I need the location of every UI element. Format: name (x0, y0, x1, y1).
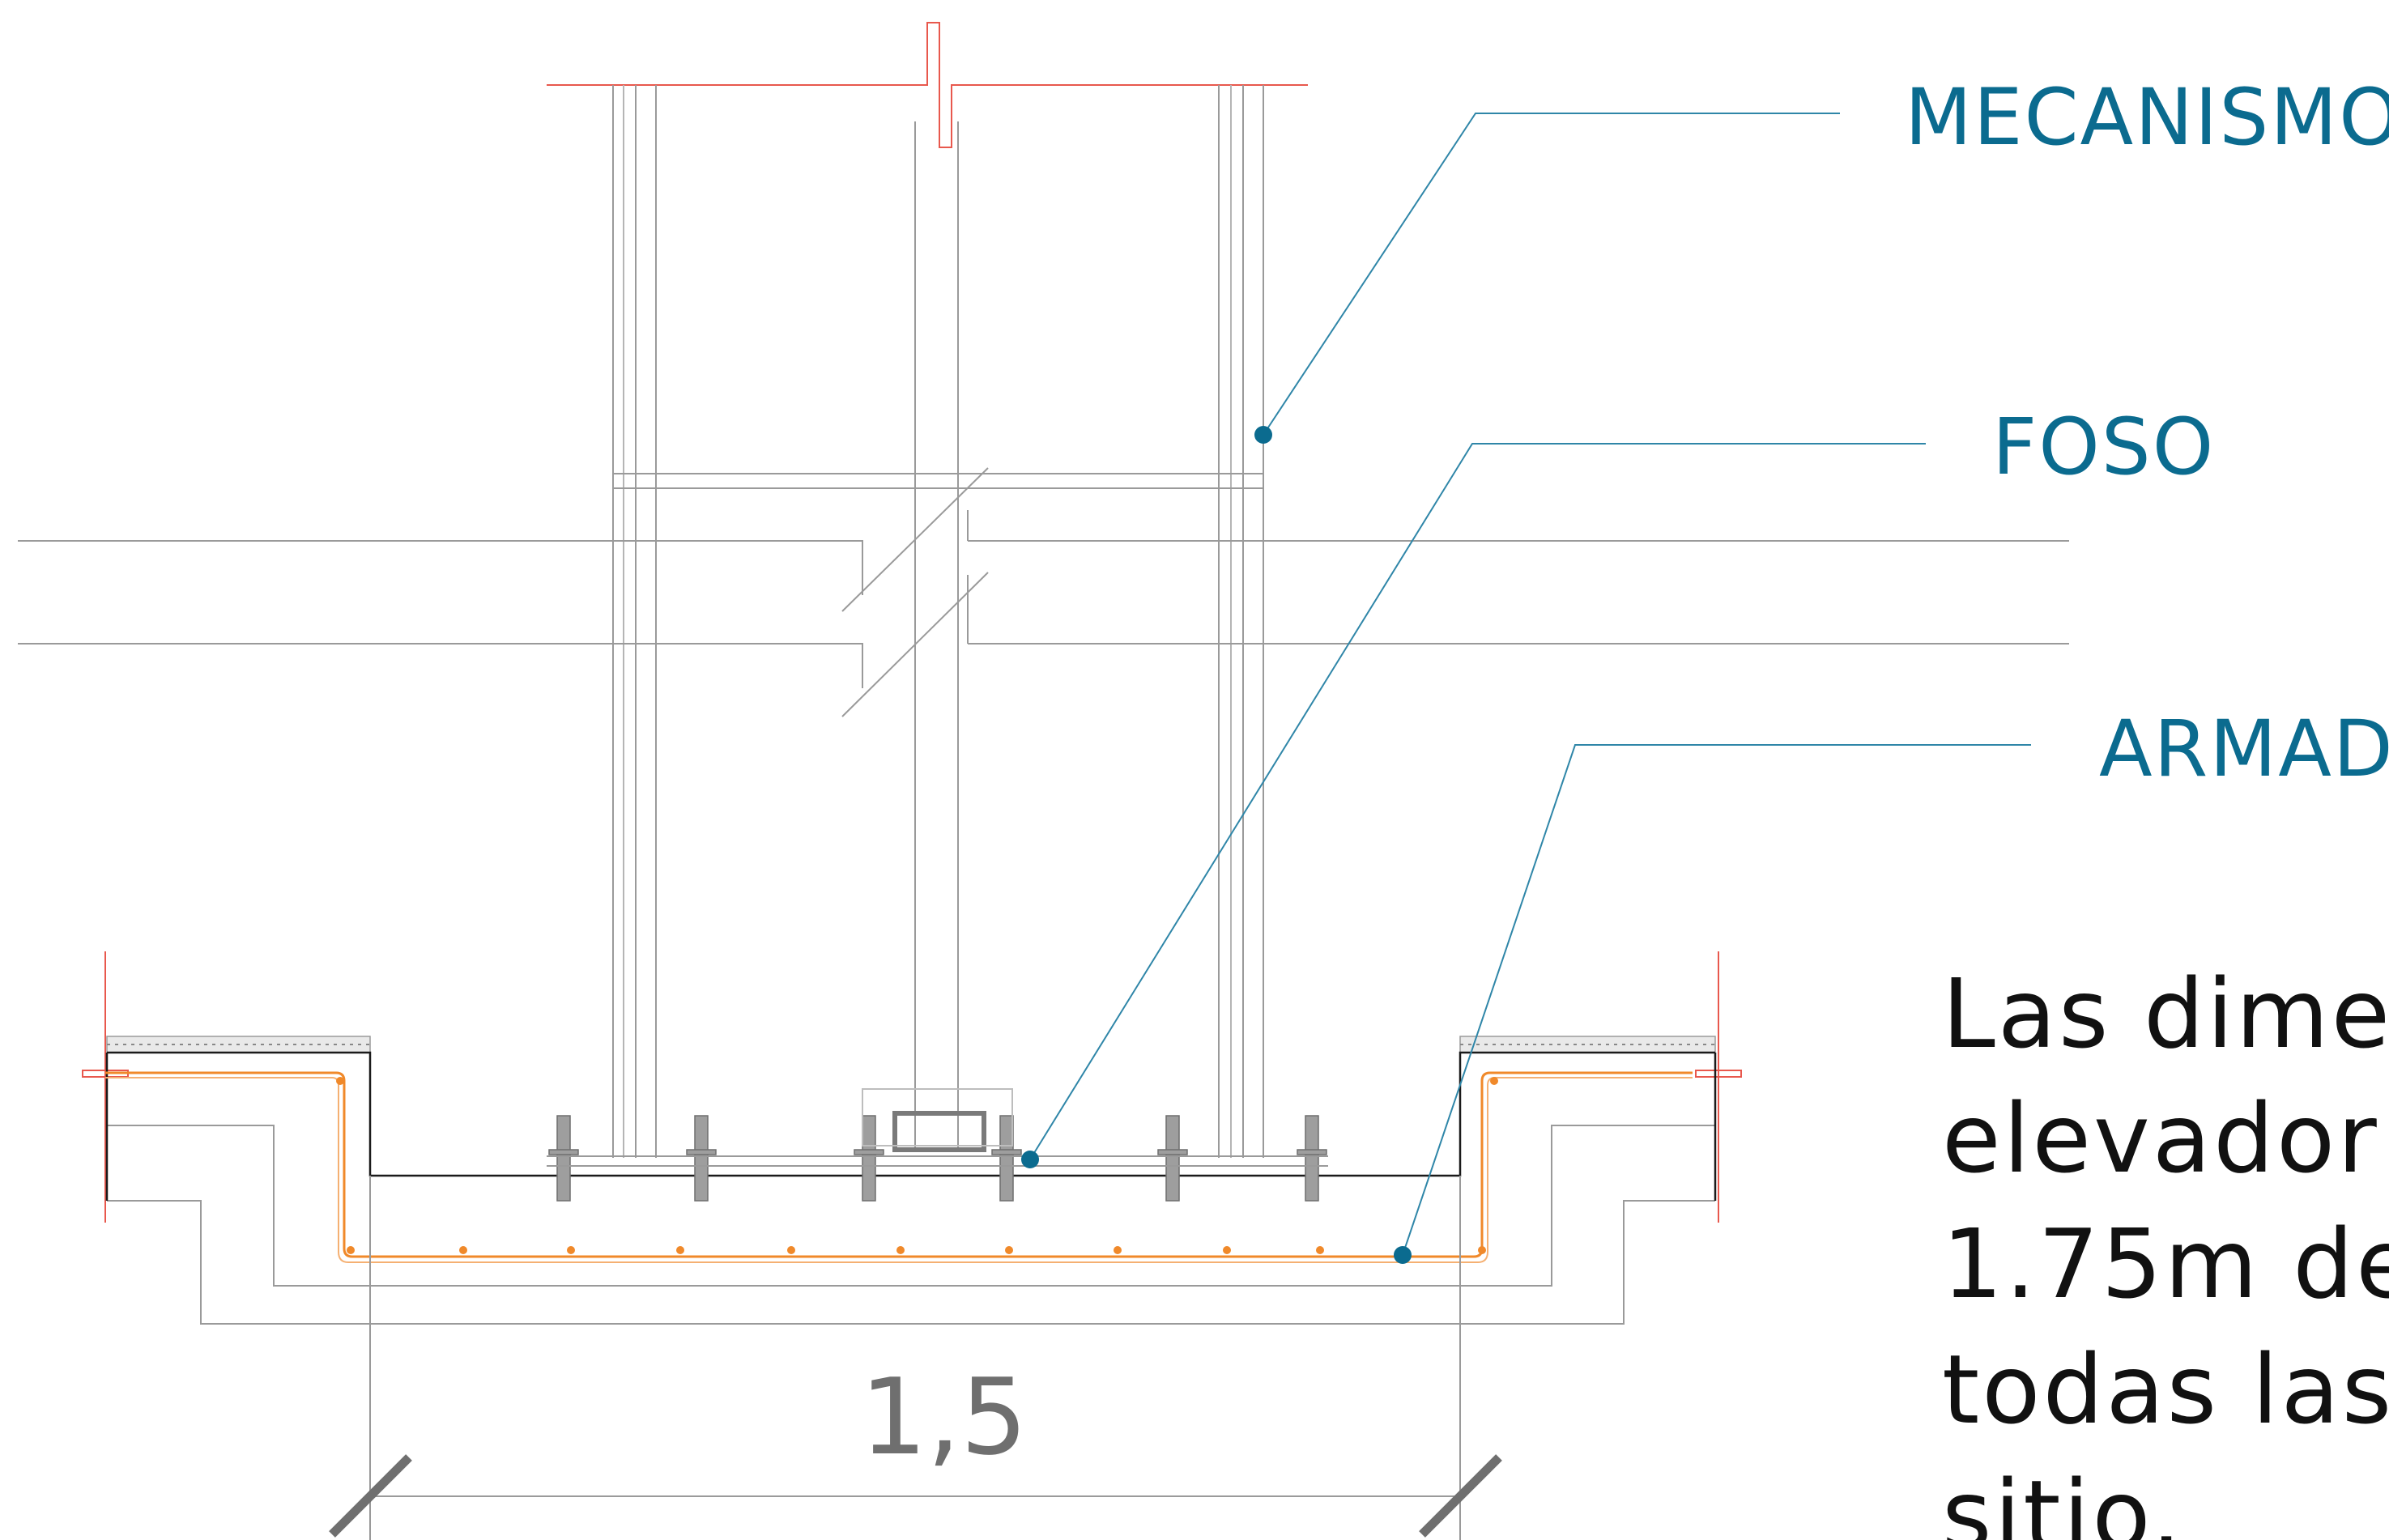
pit-concrete-outline (105, 1051, 1717, 1325)
leader-mecanismo (1254, 113, 1840, 444)
dimension-value: 1,5 (860, 1355, 1028, 1478)
label-foso: FOSO (1992, 402, 2215, 492)
dimension-line (329, 1176, 1502, 1540)
label-armado: ARMADO (2099, 704, 2389, 794)
leader-foso (1021, 443, 1926, 1168)
leader-armado (1394, 744, 2031, 1264)
note-line-5: sitio. (1942, 1459, 2184, 1540)
note-line-2: elevador en planta de 1.5 x (1942, 1083, 2389, 1194)
note-line-3: 1.75m deben considerarse en (1942, 1208, 2389, 1320)
label-mecanismo: MECANISMO (1905, 72, 2389, 163)
rebar-dots (336, 1077, 1498, 1254)
pit-buffers (548, 1088, 1327, 1202)
top-axis-line (547, 22, 1308, 148)
note-line-1: Las dimensiones mínimas del (1942, 958, 2389, 1070)
floor-break-lines (18, 467, 2069, 717)
ground-finish-layers (106, 1036, 1716, 1053)
dimension-note: Las dimensiones mínimas del elevador en … (1942, 958, 2389, 1540)
elevator-shaft-rails (612, 85, 1264, 1158)
note-line-4: todas las condiciones del (1942, 1334, 2389, 1445)
